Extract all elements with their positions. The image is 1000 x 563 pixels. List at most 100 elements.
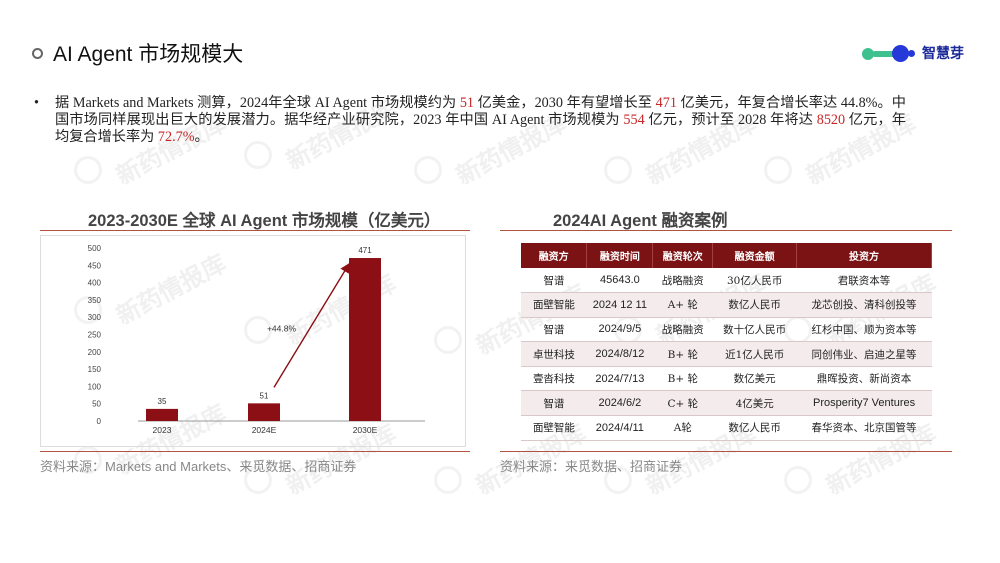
section-divider xyxy=(500,451,952,452)
y-tick-label: 400 xyxy=(88,279,102,288)
table-row: 壹沓科技 2024/7/13 B+ 轮数亿美元 鼎晖投资、新尚资本 xyxy=(521,366,932,392)
table-cell: 春华资本、北京国管等 xyxy=(796,415,932,441)
table-cell: 卓世科技 xyxy=(521,341,587,367)
intro-text: 。 xyxy=(194,129,209,145)
bar xyxy=(248,403,280,421)
table-cell: A轮 xyxy=(652,415,713,441)
data-label: 51 xyxy=(260,391,269,400)
data-label: 471 xyxy=(358,246,372,255)
section-divider xyxy=(500,230,952,231)
table-cell: 战略融资 xyxy=(652,317,713,343)
intro-text: 亿美元，年复合增长率达 44.8%。中国市场同样展现出巨大的发展潜力。据华经产业… xyxy=(55,95,906,128)
section-divider xyxy=(40,230,470,231)
logo-mark-icon xyxy=(862,43,916,63)
table-cell: B+ 轮 xyxy=(652,341,713,367)
y-tick-label: 100 xyxy=(88,382,102,391)
table-cell: 龙芯创投、清科创投等 xyxy=(796,292,932,318)
table-cell: 数亿人民币 xyxy=(712,292,797,318)
table-cell: 面壁智能 xyxy=(521,415,587,441)
table-cell: 2024/6/2 xyxy=(586,390,653,417)
page-title-wrap: AI Agent 市场规模大 xyxy=(32,38,243,68)
table-row: 面壁智能 2024 12 11 A+ 轮数亿人民币 龙芯创投、清科创投等 xyxy=(521,292,932,318)
column-header: 投资方 xyxy=(796,243,932,268)
watermark-icon xyxy=(414,156,442,184)
list-bullet: • xyxy=(34,95,39,111)
table-cell: 壹沓科技 xyxy=(521,366,587,392)
watermark-icon xyxy=(784,466,812,494)
x-tick-label: 2023 xyxy=(153,425,172,435)
table-cell: A+ 轮 xyxy=(652,292,713,318)
highlight-value: 554 xyxy=(623,112,645,128)
intro-text: 据 Markets and Markets 测算，2024年全球 AI Agen… xyxy=(55,95,460,111)
table-cell: 智谱 xyxy=(521,268,587,294)
table-cell: 2024/8/12 xyxy=(586,341,653,367)
highlight-value: 51 xyxy=(459,95,474,111)
table-cell: 数亿人民币 xyxy=(712,415,797,441)
table-cell: 鼎晖投资、新尚资本 xyxy=(796,366,932,392)
y-tick-label: 50 xyxy=(92,400,101,409)
watermark-icon xyxy=(604,156,632,184)
x-tick-label: 2024E xyxy=(252,425,277,435)
watermark-icon xyxy=(764,156,792,184)
watermark-icon xyxy=(74,156,102,184)
table-cell: 4亿美元 xyxy=(712,390,797,417)
table-cell: C+ 轮 xyxy=(652,390,713,417)
financing-table: 融资方 融资时间 融资轮次 融资金额 投资方 智谱 45643.0 战略融资 30亿人民币 君联… xyxy=(521,243,932,441)
page-title: AI Agent 市场规模大 xyxy=(53,43,244,66)
table-cell: 君联资本等 xyxy=(796,268,932,294)
y-tick-label: 200 xyxy=(88,348,102,357)
y-tick-label: 150 xyxy=(88,365,102,374)
chart-title: 2023-2030E 全球 AI Agent 市场规模（亿美元） xyxy=(88,212,441,230)
intro-paragraph: • 据 Markets and Markets 测算，2024年全球 AI Ag… xyxy=(34,95,906,146)
growth-annotation: +44.8% xyxy=(267,324,297,334)
y-tick-label: 250 xyxy=(88,331,102,340)
intro-text: 亿元，年均复合增长率为 xyxy=(55,112,906,145)
table-cell: 面壁智能 xyxy=(521,292,587,318)
watermark-icon xyxy=(434,466,462,494)
column-header: 融资方 xyxy=(521,243,588,268)
column-header: 融资金额 xyxy=(712,243,798,268)
growth-arrow xyxy=(273,262,350,388)
y-tick-label: 500 xyxy=(88,244,102,253)
table-row: 智谱 2024/9/5 战略融资 数十亿人民币 红杉中国、顺为资本等 xyxy=(521,317,932,343)
section-divider xyxy=(40,451,470,452)
table-cell: 2024/9/5 xyxy=(586,317,653,343)
table-cell: 数亿美元 xyxy=(712,366,797,392)
y-tick-label: 450 xyxy=(88,261,102,270)
table-cell: Prosperity7 Ventures xyxy=(796,390,932,417)
table-cell: 30亿人民币 xyxy=(712,268,797,294)
highlight-value: 471 xyxy=(655,95,677,111)
chart-source: 资料来源：Markets and Markets、来觅数据、招商证券 xyxy=(40,459,357,474)
y-tick-label: 350 xyxy=(88,296,102,305)
brand-logo: 智慧芽 xyxy=(862,43,964,63)
table-header-row: 融资方 融资时间 融资轮次 融资金额 投资方 xyxy=(521,243,932,268)
table-row: 面壁智能 2024/4/11 A轮 数亿人民币 春华资本、北京国管等 xyxy=(521,415,932,441)
table-source: 资料来源：来觅数据、招商证券 xyxy=(500,459,683,474)
intro-text: 亿美金，2030 年有望增长至 xyxy=(474,95,656,111)
table-cell: 同创伟业、启迪之星等 xyxy=(796,341,932,367)
chart-frame xyxy=(40,235,466,447)
table-cell: 红杉中国、顺为资本等 xyxy=(796,317,932,343)
table-title: 2024AI Agent 融资案例 xyxy=(553,212,728,230)
y-tick-label: 0 xyxy=(97,417,102,426)
market-size-bar-chart: 0 50 100 150 200 250 300 350 400 450 500 35 2023 51 20… xyxy=(88,244,425,435)
table-row: 智谱 45643.0 战略融资 30亿人民币 君联资本等 xyxy=(521,268,932,294)
column-header: 融资轮次 xyxy=(652,243,714,268)
table-cell: 2024/4/11 xyxy=(586,415,653,441)
x-tick-label: 2030E xyxy=(353,425,378,435)
table-cell: 2024 12 11 xyxy=(586,292,653,318)
highlight-value: 8520 xyxy=(816,112,846,128)
bar xyxy=(349,258,381,421)
column-header: 融资时间 xyxy=(586,243,654,268)
table-cell: 2024/7/13 xyxy=(586,366,653,392)
table-cell: B+ 轮 xyxy=(652,366,713,392)
table-cell: 近1亿人民币 xyxy=(712,341,797,367)
table-cell: 数十亿人民币 xyxy=(712,317,797,343)
bar xyxy=(146,408,178,421)
table-row: 卓世科技 2024/8/12 B+ 轮近1亿人民币 同创伟业、启迪之星等 xyxy=(521,341,932,367)
table-row: 智谱 2024/6/2 C+ 轮 4亿美元 Prosperity7 Ventures xyxy=(521,390,932,417)
table-cell: 45643.0 xyxy=(586,268,653,294)
intro-text: 亿元，预计至 2028 年将达 xyxy=(644,112,817,128)
logo-text: 智慧芽 xyxy=(922,45,964,61)
table-cell: 战略融资 xyxy=(652,268,713,294)
